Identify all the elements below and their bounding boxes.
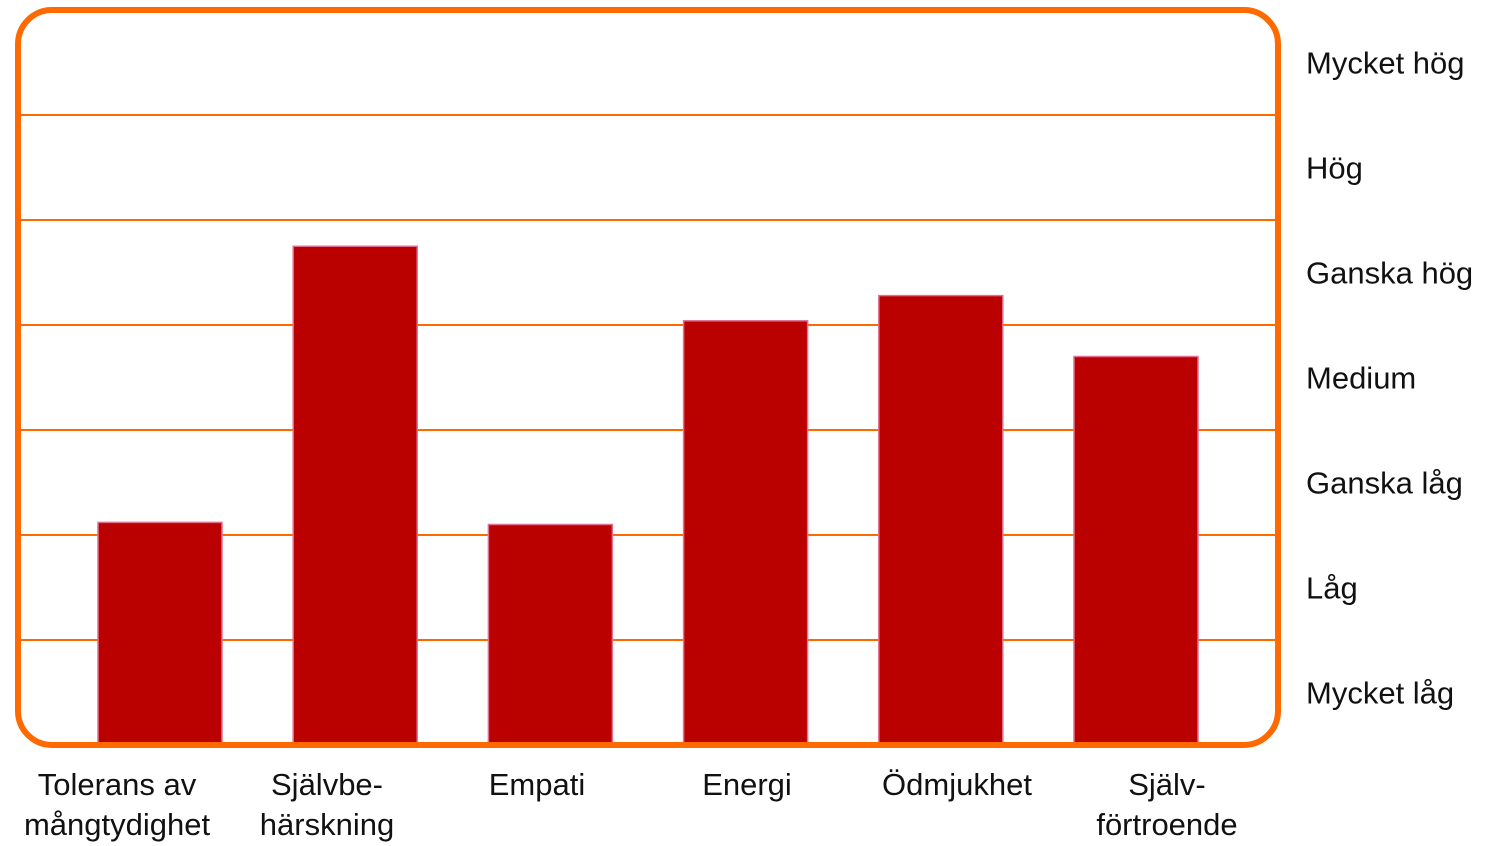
y-tick-label: Låg — [1306, 571, 1358, 606]
bar — [292, 245, 418, 746]
bar — [878, 294, 1004, 746]
bar — [487, 523, 614, 746]
y-tick-label: Ganska hög — [1306, 256, 1473, 291]
y-tick-label: Hög — [1306, 151, 1363, 186]
x-tick-label: Tolerans av mångtydighet — [23, 767, 211, 842]
y-tick-label: Mycket låg — [1306, 676, 1454, 711]
x-tick-label: Ödmjukhet — [882, 767, 1032, 802]
x-tick-label: Empati — [488, 767, 586, 802]
bar — [682, 320, 809, 746]
bar — [97, 521, 223, 746]
y-tick-label: Medium — [1306, 361, 1416, 396]
y-tick-label: Ganska låg — [1306, 466, 1463, 501]
plot-frame — [15, 7, 1281, 748]
x-tick-label: Självbe- härskning — [259, 767, 395, 842]
x-tick-label: Själv- förtroende — [1096, 767, 1238, 842]
y-tick-label: Mycket hög — [1306, 46, 1465, 81]
x-tick-label: Energi — [702, 767, 792, 802]
bar — [1073, 355, 1199, 746]
